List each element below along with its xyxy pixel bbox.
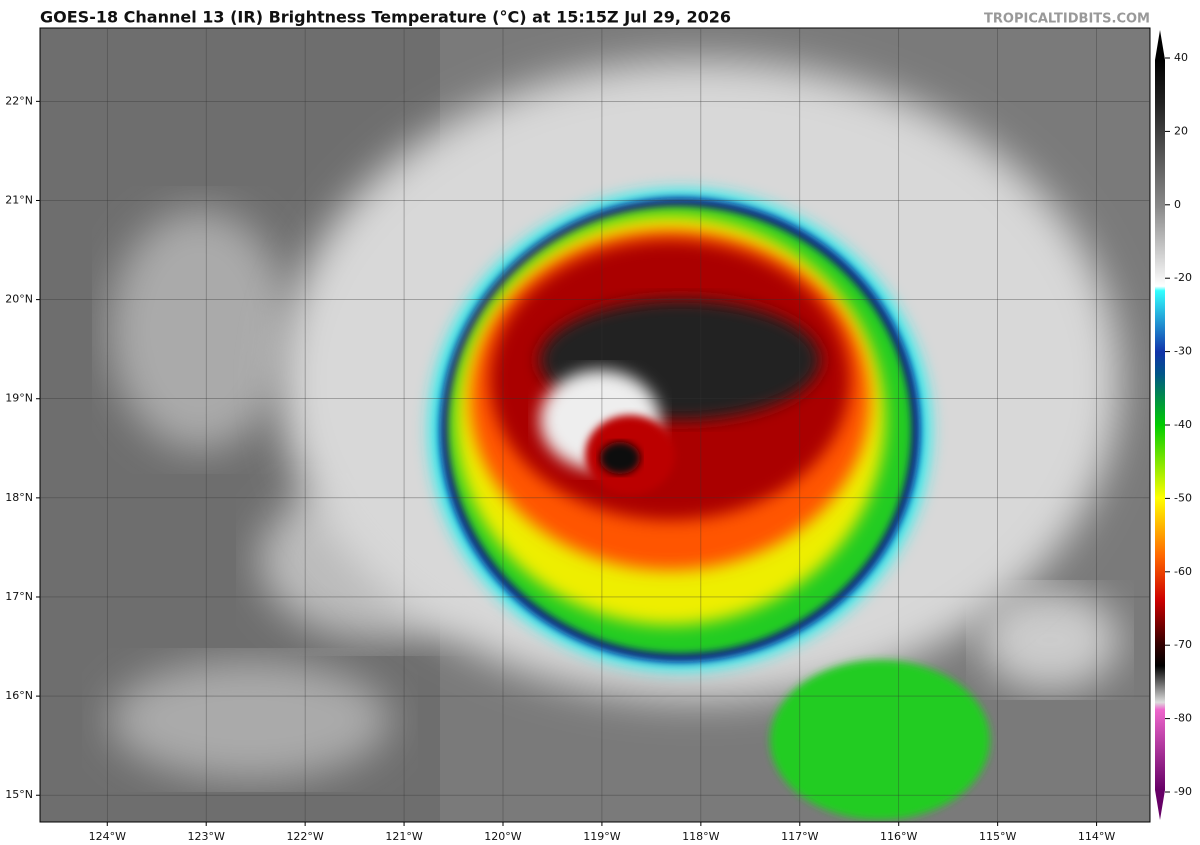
x-tick-label: 114°W <box>1078 830 1115 843</box>
colorbar-tick-label: -60 <box>1174 565 1192 578</box>
colorbar-arrow-top <box>1155 30 1165 60</box>
colorbar-arrow-bottom <box>1155 790 1165 820</box>
colorbar-tick-label: -50 <box>1174 491 1192 504</box>
x-tick-label: 118°W <box>682 830 719 843</box>
colorbar-tick-label: 0 <box>1174 198 1181 211</box>
colorbar-tick-label: -70 <box>1174 638 1192 651</box>
colorbar-tick-label: -40 <box>1174 418 1192 431</box>
x-tick-label: 119°W <box>583 830 620 843</box>
y-tick-label: 19°N <box>5 392 33 405</box>
x-tick-label: 123°W <box>188 830 225 843</box>
x-tick-label: 121°W <box>385 830 422 843</box>
y-tick-label: 15°N <box>5 788 33 801</box>
y-tick-label: 17°N <box>5 590 33 603</box>
colorbar-tick-label: 20 <box>1174 124 1188 137</box>
x-tick-label: 115°W <box>979 830 1016 843</box>
x-tick-label: 124°W <box>89 830 126 843</box>
y-tick-label: 21°N <box>5 193 33 206</box>
y-tick-label: 20°N <box>5 293 33 306</box>
x-tick-label: 117°W <box>781 830 818 843</box>
credit: TROPICALTIDBITS.COM <box>984 12 1150 27</box>
colorbar <box>1155 60 1165 790</box>
y-tick-label: 18°N <box>5 491 33 504</box>
colorbar-tick-label: -90 <box>1174 785 1192 798</box>
axes: 124°W 123°W 122°W 121°W 120°W 119°W 118°W 117°W… <box>5 28 1192 843</box>
colorbar-tick-label: 40 <box>1174 51 1188 64</box>
x-tick-label: 120°W <box>484 830 521 843</box>
x-tick-label: 116°W <box>880 830 917 843</box>
y-tick-label: 22°N <box>5 94 33 107</box>
x-tick-label: 122°W <box>286 830 323 843</box>
colorbar-tick-label: -30 <box>1174 345 1192 358</box>
colorbar-tick-label: -20 <box>1174 271 1192 284</box>
title: GOES-18 Channel 13 (IR) Brightness Tempe… <box>40 8 731 27</box>
y-tick-label: 16°N <box>5 689 33 702</box>
map-frame <box>39 27 1151 823</box>
colorbar-tick-label: -80 <box>1174 712 1192 725</box>
